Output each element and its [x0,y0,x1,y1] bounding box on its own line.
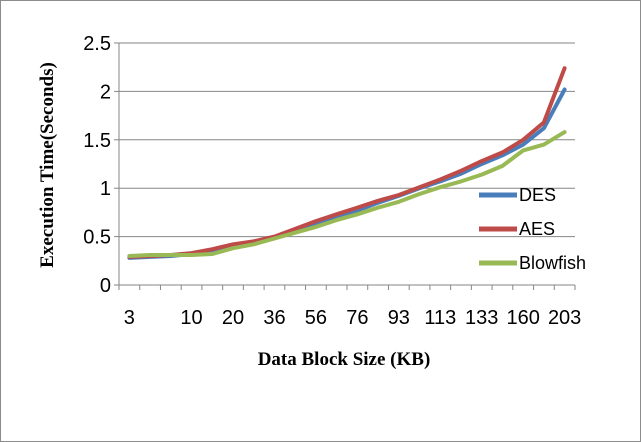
x-tick-label: 56 [305,307,327,329]
legend-label-aes: AES [519,219,555,239]
y-tick-label: 1 [100,178,111,200]
grid-layer [119,42,575,238]
x-tick-label: 160 [506,307,539,329]
legend-label-blowfish: Blowfish [519,253,586,273]
axis-layer: 0 0.5 1 1.5 2 2.5 3 10 20 36 56 76 93 113 133 160 203 [83,33,581,329]
x-tick-label: 36 [263,307,285,329]
y-tick-label: 0 [100,275,111,297]
y-tick-label: 2.5 [83,33,111,55]
x-tick-label: 113 [424,307,456,329]
x-tick-label: 10 [180,307,202,329]
x-axis-title: Data Block Size (KB) [258,349,431,370]
x-tick-label: 20 [222,307,244,329]
series-line-blowfish [127,130,567,258]
y-tick-label: 2 [100,81,111,103]
series-line-aes [127,66,567,259]
x-tick-label: 203 [548,307,581,329]
series-line-des [127,87,567,260]
y-tick-label: 1.5 [83,130,111,152]
x-tick-label: 76 [346,307,368,329]
x-tick-label: 93 [388,307,410,329]
x-tick-label: 3 [124,307,135,329]
series-layer [127,66,567,260]
legend-label-des: DES [519,185,556,205]
legend: DES AES Blowfish [479,185,586,273]
y-tick-label: 0.5 [83,227,111,249]
y-axis-title: Execution Time(Seconds) [37,62,58,268]
x-tick-label: 133 [465,307,498,329]
